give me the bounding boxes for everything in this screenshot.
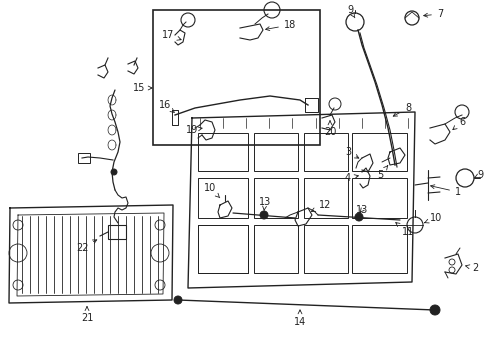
Text: 9: 9 — [347, 5, 355, 18]
Text: 2: 2 — [466, 263, 478, 273]
Bar — [254, 225, 298, 273]
Circle shape — [174, 296, 182, 304]
Text: 12: 12 — [311, 200, 331, 212]
Text: 3: 3 — [345, 147, 359, 158]
Bar — [254, 178, 298, 218]
Text: 5: 5 — [377, 166, 388, 180]
Text: 20: 20 — [324, 121, 336, 137]
Bar — [108, 225, 126, 239]
Text: 10: 10 — [204, 183, 220, 198]
Text: 8: 8 — [393, 103, 411, 116]
Text: 19: 19 — [186, 125, 202, 135]
Bar — [198, 225, 248, 273]
Bar — [198, 225, 248, 273]
Text: 13: 13 — [356, 205, 368, 215]
Text: 9: 9 — [474, 170, 483, 180]
Text: 22: 22 — [76, 240, 97, 253]
Text: 17: 17 — [162, 30, 181, 40]
Bar — [153, 10, 320, 145]
Text: 1: 1 — [431, 185, 461, 197]
Bar — [198, 178, 248, 218]
Text: 13: 13 — [259, 197, 271, 210]
Text: 15: 15 — [133, 83, 152, 93]
Text: 14: 14 — [294, 310, 306, 327]
Bar — [78, 153, 90, 163]
Circle shape — [260, 211, 268, 219]
Text: 16: 16 — [159, 100, 174, 112]
Circle shape — [111, 169, 117, 175]
Bar — [198, 133, 248, 171]
Text: 18: 18 — [266, 20, 296, 31]
Text: 11: 11 — [396, 222, 414, 237]
Text: 6: 6 — [453, 117, 465, 130]
Bar — [304, 225, 348, 273]
Text: 10: 10 — [424, 213, 442, 223]
Bar — [304, 133, 348, 171]
Circle shape — [430, 305, 440, 315]
Bar — [352, 133, 407, 171]
Circle shape — [355, 213, 363, 221]
Text: 4: 4 — [345, 173, 358, 183]
Bar — [254, 133, 298, 171]
Text: 7: 7 — [424, 9, 443, 19]
Text: 21: 21 — [81, 307, 93, 323]
Bar — [352, 225, 407, 273]
Bar — [352, 178, 407, 218]
Bar — [304, 178, 348, 218]
